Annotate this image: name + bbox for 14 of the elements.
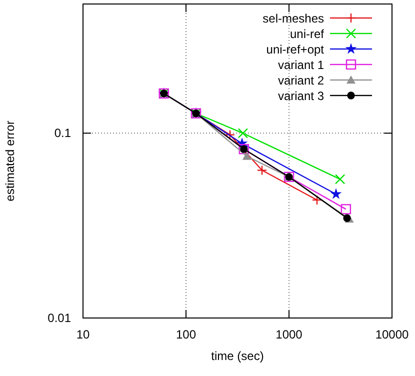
- legend-label: variant 3: [278, 89, 324, 103]
- x-tick-label: 1000: [276, 328, 303, 342]
- y-tick-label: 0.01: [48, 310, 72, 325]
- x-axis-title: time (sec): [211, 349, 264, 363]
- legend-label: uni-ref+opt: [266, 42, 325, 56]
- x-tick-label: 10000: [375, 328, 410, 342]
- y-axis-title: estimated error: [3, 120, 17, 202]
- x-tick-label: 10: [76, 328, 90, 342]
- legend-label: variant 1: [278, 58, 324, 72]
- x-tick-label: 100: [176, 328, 196, 342]
- y-tick-label: 0.1: [54, 126, 72, 140]
- legend-label: uni-ref: [290, 27, 325, 41]
- legend-label: variant 2: [278, 74, 324, 88]
- legend-label: sel-meshes: [262, 12, 324, 26]
